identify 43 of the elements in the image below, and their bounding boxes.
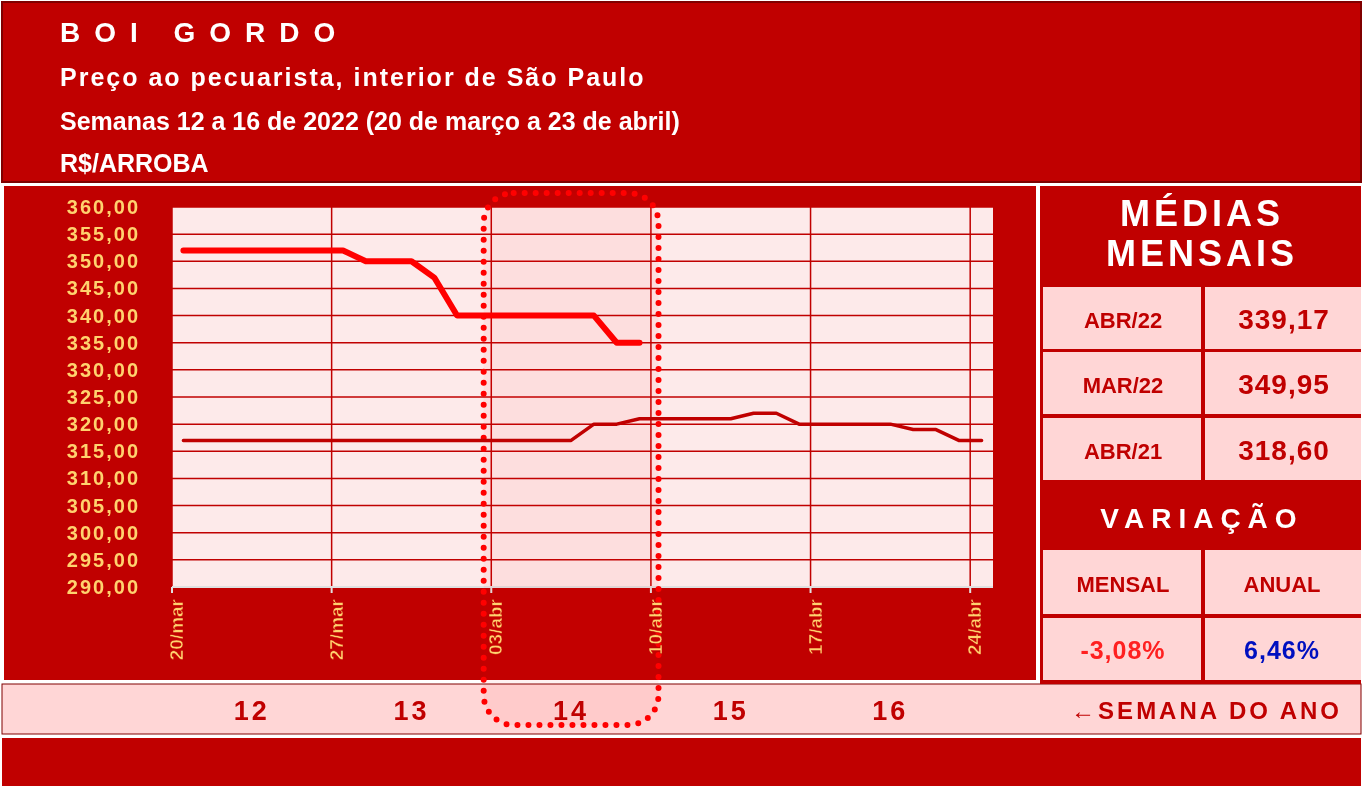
y-tick-label: 325,00 — [66, 386, 140, 408]
y-tick-label: 335,00 — [66, 331, 140, 354]
y-tick-label: 300,00 — [66, 521, 140, 544]
y-tick-label: 320,00 — [66, 413, 140, 436]
x2-tick-label: 14 — [553, 696, 590, 726]
y-tick-label: 305,00 — [66, 494, 140, 517]
y-tick-label: 290,00 — [66, 576, 140, 598]
text: MÉDIAS MENSAIS — [1105, 193, 1299, 274]
chart-title: BOI GORDO — [60, 17, 350, 48]
text: 349,95 — [1238, 369, 1330, 400]
text: MAR/22 — [1082, 373, 1164, 398]
text: -3,08% — [1080, 636, 1166, 664]
x-tick-label: 20/mar — [166, 598, 187, 661]
x-tick-label: 10/abr — [644, 598, 666, 655]
y-axis-title: R$/ARROBA — [60, 149, 209, 177]
x-tick-label: 27/mar — [325, 598, 347, 661]
text: ABR/21 — [1083, 439, 1163, 464]
chart-subtitle: Preço ao pecuarista, interior de São Paulo — [60, 63, 646, 91]
y-tick-label: 340,00 — [66, 304, 140, 327]
x2-tick-label: 12 — [233, 696, 270, 726]
y-tick-label: 295,00 — [66, 548, 140, 571]
text: MENSAL — [1076, 572, 1170, 597]
text: 6,46% — [1244, 636, 1320, 664]
y-tick-label: 360,00 — [66, 196, 140, 218]
text: 318,60 — [1238, 435, 1330, 466]
y-tick-label: 330,00 — [66, 358, 140, 381]
x2-axis-title: ←SEMANA DO ANO — [1071, 697, 1342, 724]
x2-tick-label: 13 — [393, 696, 430, 726]
x2-tick-label: 16 — [872, 696, 909, 726]
y-tick-label: 315,00 — [66, 440, 140, 463]
y-tick-label: 310,00 — [66, 467, 140, 490]
x-tick-label: 03/abr — [485, 598, 507, 655]
x2-tick-label: 15 — [712, 696, 749, 726]
text: ABR/22 — [1083, 308, 1163, 333]
text: ANUAL — [1243, 572, 1321, 597]
x-tick-label: 17/abr — [804, 598, 826, 655]
y-tick-label: 345,00 — [66, 277, 140, 300]
text: Semanas 12 a 16 de 2022 (20 de março a 23 de abril) — [60, 107, 680, 135]
text: VARIAÇÃO — [1100, 503, 1304, 534]
y-tick-label: 355,00 — [66, 223, 140, 246]
x-tick-label: 24/abr — [964, 598, 986, 655]
text: 339,17 — [1238, 304, 1330, 335]
y-tick-label: 350,00 — [66, 250, 140, 273]
